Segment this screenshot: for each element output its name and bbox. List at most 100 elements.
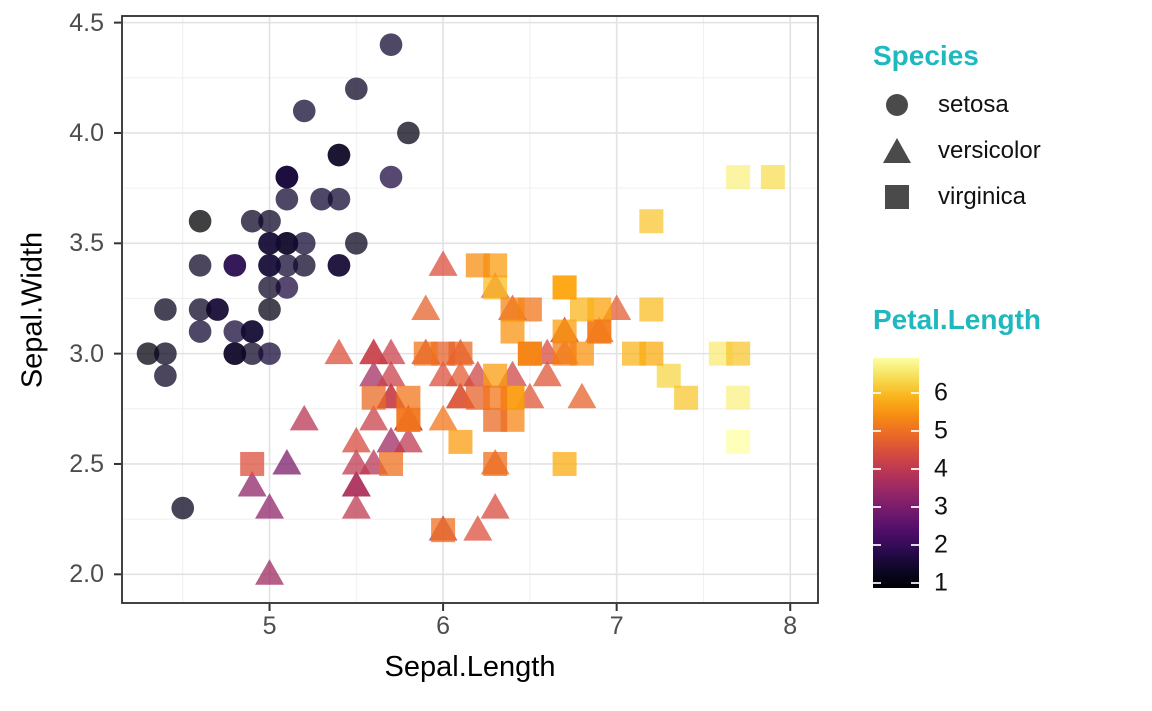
- data-point-setosa: [275, 165, 299, 189]
- legend-item-versicolor: versicolor: [880, 134, 1041, 168]
- data-point-virginica: [674, 385, 699, 410]
- species-legend-title: Species: [873, 40, 979, 71]
- panel-border: [121, 15, 819, 604]
- colorbar-tick-label: 4: [934, 454, 948, 483]
- data-point-versicolor: [463, 515, 493, 541]
- colorbar-tick-mark: [873, 506, 881, 508]
- data-point-setosa: [258, 231, 281, 255]
- legend-item-setosa: setosa: [880, 88, 1009, 122]
- colorbar-tick-mark: [873, 582, 881, 584]
- data-point-versicolor: [237, 471, 267, 497]
- data-point-setosa: [240, 209, 264, 233]
- data-point-virginica: [500, 297, 525, 322]
- data-point-virginica: [726, 165, 751, 190]
- data-point-setosa: [223, 320, 247, 343]
- x-tick-label: 8: [783, 612, 798, 640]
- data-point-setosa: [223, 342, 247, 365]
- data-point-virginica: [639, 297, 664, 322]
- data-point-setosa: [188, 298, 212, 321]
- colorbar-tick-label: 6: [934, 378, 948, 407]
- data-point-versicolor: [532, 360, 562, 387]
- petal-legend-title: Petal.Length: [873, 304, 1042, 335]
- data-point-setosa: [275, 276, 299, 299]
- data-point-virginica: [483, 407, 508, 432]
- data-point-versicolor: [428, 250, 458, 276]
- data-point-virginica: [552, 451, 577, 476]
- data-point-setosa: [327, 187, 351, 211]
- colorbar-tick-mark: [873, 544, 881, 546]
- data-point-setosa: [258, 276, 281, 299]
- data-point-setosa: [275, 254, 299, 277]
- data-point-virginica: [361, 385, 386, 410]
- triangle-glyph-icon: [883, 138, 911, 163]
- data-point-setosa: [188, 320, 212, 343]
- data-point-versicolor: [393, 426, 423, 453]
- data-point-setosa: [345, 77, 368, 101]
- data-point-virginica: [656, 363, 681, 388]
- data-point-versicolor: [341, 493, 371, 519]
- colorbar-tick-mark: [911, 430, 919, 432]
- x-tick-label: 5: [262, 612, 277, 640]
- legend-item-label: setosa: [938, 91, 1009, 118]
- y-tick-label: 4.0: [69, 118, 104, 147]
- data-point-setosa: [206, 298, 229, 321]
- legend-item-label: virginica: [938, 183, 1027, 210]
- data-point-setosa: [223, 254, 247, 277]
- colorbar-tick-label: 1: [934, 568, 948, 597]
- data-point-virginica: [552, 319, 577, 344]
- data-point-versicolor: [272, 448, 302, 475]
- data-point-setosa: [258, 342, 281, 365]
- data-point-versicolor: [324, 338, 354, 365]
- data-point-setosa: [292, 99, 316, 123]
- colorbar-tick-mark: [911, 468, 919, 470]
- data-point-virginica: [431, 518, 456, 543]
- data-point-virginica: [726, 385, 751, 410]
- data-point-setosa: [258, 254, 281, 277]
- data-point-setosa: [258, 209, 281, 233]
- data-point-setosa: [258, 298, 281, 321]
- data-point-setosa: [240, 342, 264, 365]
- data-point-setosa: [397, 121, 420, 145]
- data-point-versicolor: [428, 404, 458, 431]
- data-point-setosa: [136, 342, 160, 365]
- circle-glyph-icon: [886, 94, 908, 116]
- data-point-virginica: [465, 253, 490, 278]
- square-glyph-icon: [885, 185, 909, 209]
- data-point-virginica: [569, 297, 594, 322]
- colorbar-tick-label: 5: [934, 416, 948, 445]
- data-point-virginica: [483, 385, 508, 410]
- data-point-versicolor: [376, 360, 406, 387]
- y-tick-label: 3.5: [69, 229, 104, 258]
- colorbar-tick-mark: [873, 468, 881, 470]
- data-point-versicolor: [341, 448, 371, 475]
- y-axis-title: Sepal.Width: [16, 231, 49, 389]
- data-point-setosa: [171, 496, 195, 520]
- data-point-setosa: [154, 298, 177, 321]
- data-point-setosa: [327, 143, 351, 167]
- data-point-setosa: [292, 231, 316, 255]
- data-point-virginica: [483, 275, 508, 300]
- data-point-virginica: [639, 209, 664, 234]
- data-point-setosa: [154, 342, 177, 365]
- y-tick-label: 3.0: [69, 339, 104, 368]
- data-point-setosa: [188, 254, 212, 277]
- data-point-versicolor: [341, 426, 371, 453]
- data-point-virginica: [448, 429, 473, 454]
- colorbar-tick-mark: [873, 392, 881, 394]
- data-point-virginica: [483, 451, 508, 476]
- data-point-virginica: [587, 319, 612, 344]
- y-tick-label: 2.0: [69, 560, 104, 589]
- colorbar-tick-mark: [873, 430, 881, 432]
- colorbar-tick-label: 3: [934, 492, 948, 521]
- data-point-versicolor: [359, 404, 389, 431]
- colorbar-tick-mark: [911, 392, 919, 394]
- data-point-setosa: [379, 165, 403, 189]
- data-point-setosa: [310, 187, 333, 211]
- data-point-virginica: [413, 341, 438, 366]
- colorbar-tick-mark: [911, 582, 919, 584]
- data-point-versicolor: [255, 559, 285, 585]
- data-point-versicolor: [341, 471, 371, 497]
- data-point-versicolor: [480, 493, 510, 519]
